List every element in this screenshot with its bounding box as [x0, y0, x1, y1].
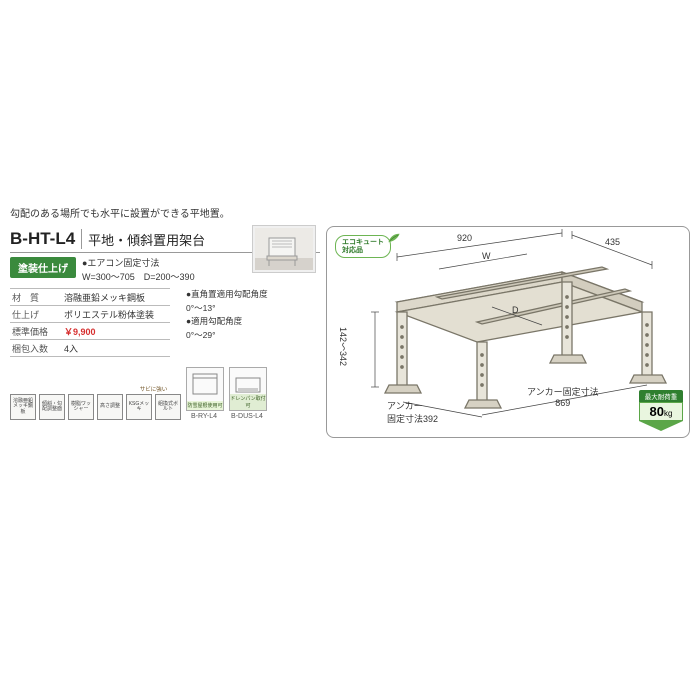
spec-label: 標準価格: [10, 325, 60, 338]
extra-value: 0°～29°: [186, 329, 268, 343]
spec-value: 4入: [60, 342, 170, 355]
load-value: 80kg: [639, 402, 683, 421]
feature-icon: 傾斜・勾配調整面: [39, 394, 65, 420]
option-label: B-RY-L4: [184, 413, 224, 420]
spec-value: ポリエステル粉体塗装: [60, 308, 170, 321]
spec-row-finish: 仕上げ ポリエステル粉体塗装: [10, 306, 170, 323]
spec-label: 梱包入数: [10, 342, 60, 355]
install-thumbnail: [252, 225, 316, 273]
option-thumb: 防雪屋根使用可: [186, 367, 224, 411]
load-number: 80: [650, 404, 664, 419]
feature-icon: 高さ調整: [97, 394, 123, 420]
option-item: ドレンパン取付可 B-DUS-L4: [227, 367, 267, 420]
extra-line: ●適用勾配角度: [186, 315, 268, 329]
product-name: 平地・傾斜置用架台: [88, 230, 205, 249]
extra-specs: ●直角置適用勾配角度 0°～13° ●適用勾配角度 0°～29°: [186, 288, 268, 357]
feature-icon: KSGメッキ: [126, 394, 152, 420]
load-label: 最大耐荷重: [639, 390, 683, 402]
spec-row-material: 材 質 溶融亜鉛メッキ鋼板: [10, 289, 170, 306]
dim-w: W: [482, 251, 491, 261]
extra-value: 0°～13°: [186, 302, 268, 316]
rack-drawing: [327, 227, 687, 437]
rusty-label: サビに強い: [126, 385, 181, 393]
spec-price: ￥9,900: [60, 325, 170, 338]
product-sheet: 勾配のある場所でも水平に設置ができる平地置。 B-HT-L4 平地・傾斜置用架台…: [10, 205, 690, 438]
tagline: 勾配のある場所でも水平に設置ができる平地置。: [10, 205, 690, 220]
dimension-diagram: エコキュート 対応品: [326, 226, 690, 438]
spec-row-price: 標準価格 ￥9,900: [10, 323, 170, 340]
option-tag: 防雪屋根使用可: [187, 401, 223, 410]
option-tag: ドレンパン取付可: [230, 394, 266, 410]
main-row: B-HT-L4 平地・傾斜置用架台 塗装仕上げ ●エアコン固定寸法 W=300～…: [10, 226, 690, 438]
dim-435: 435: [605, 237, 620, 247]
down-arrow-icon: [639, 421, 683, 431]
load-badge: 最大耐荷重 80kg: [639, 390, 683, 431]
spec-label: 材 質: [10, 291, 60, 304]
ac-fix-label: ●エアコン固定寸法: [82, 257, 195, 271]
spec-value: 溶融亜鉛メッキ鋼板: [60, 291, 170, 304]
ac-fix-spec: ●エアコン固定寸法 W=300～705 D=200～390: [82, 257, 195, 284]
dim-height: 142～342: [337, 327, 350, 366]
load-unit: kg: [664, 409, 672, 418]
title-divider: [81, 229, 82, 249]
option-thumb: ドレンパン取付可: [229, 367, 267, 411]
dim-anchor-d: アンカー 固定寸法392: [387, 399, 438, 425]
model-number: B-HT-L4: [10, 229, 81, 249]
feature-icon: 溶融亜鉛メッキ鋼板: [10, 394, 36, 420]
dim-anchor-w: アンカー固定寸法 869: [527, 385, 599, 408]
feature-icons-row: 溶融亜鉛メッキ鋼板 傾斜・勾配調整面 樹脂ワッシャー 高さ調整 サビに強い KS…: [10, 367, 320, 420]
spec-row-pack: 梱包入数 4入: [10, 340, 170, 357]
dim-d: D: [512, 305, 519, 315]
rusty-group: サビに強い KSGメッキ 組換式ボルト: [126, 385, 181, 420]
spec-area: 材 質 溶融亜鉛メッキ鋼板 仕上げ ポリエステル粉体塗装 標準価格 ￥9,900…: [10, 288, 320, 357]
feature-icon: 組換式ボルト: [155, 394, 181, 420]
ac-fix-value: W=300～705 D=200～390: [82, 271, 195, 285]
dim-920: 920: [457, 233, 472, 243]
spec-label: 仕上げ: [10, 308, 60, 321]
finish-badge: 塗装仕上げ: [10, 257, 76, 278]
feature-icon: 樹脂ワッシャー: [68, 394, 94, 420]
extra-line: ●直角置適用勾配角度: [186, 288, 268, 302]
spec-table: 材 質 溶融亜鉛メッキ鋼板 仕上げ ポリエステル粉体塗装 標準価格 ￥9,900…: [10, 288, 170, 357]
option-label: B-DUS-L4: [227, 413, 267, 420]
option-item: 防雪屋根使用可 B-RY-L4: [184, 367, 224, 420]
